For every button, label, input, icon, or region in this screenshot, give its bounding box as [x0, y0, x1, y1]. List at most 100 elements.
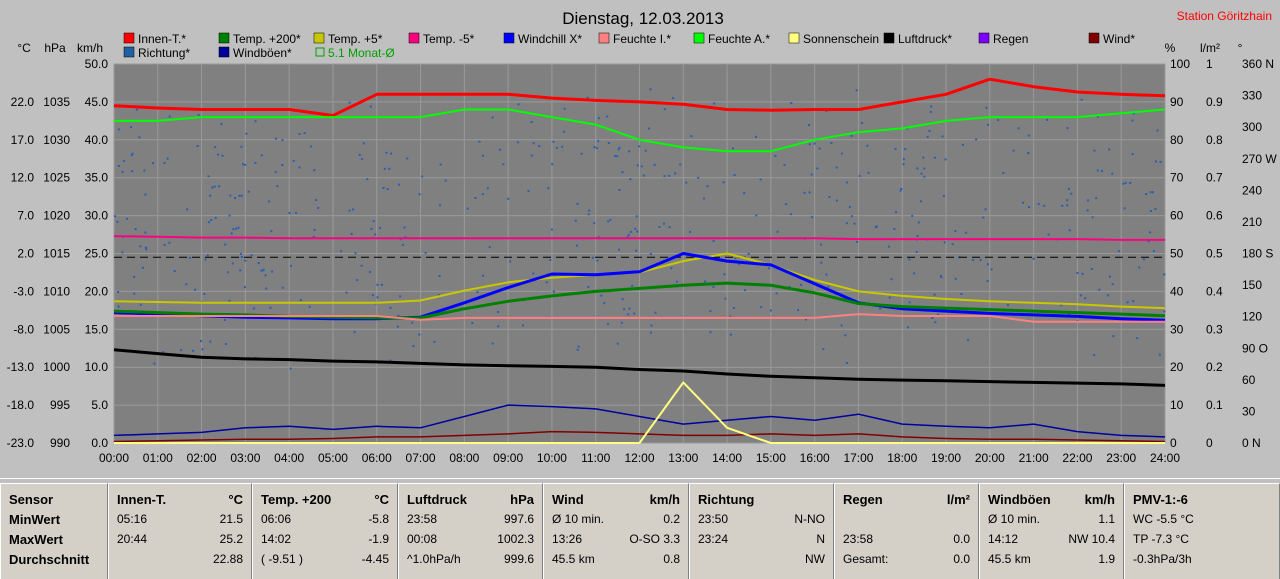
direction-point: [444, 179, 447, 182]
direction-point: [844, 334, 847, 337]
direction-point: [1022, 201, 1024, 204]
direction-point: [234, 197, 236, 199]
direction-point: [139, 303, 142, 306]
direction-point: [114, 215, 117, 218]
direction-point: [275, 137, 277, 140]
direction-point: [628, 150, 631, 153]
temp-tick-label: 2.0: [17, 247, 34, 261]
direction-point: [835, 166, 838, 169]
direction-point: [1047, 233, 1050, 236]
time-tick-label: 05:00: [318, 451, 348, 465]
humidity-tick-label: 50: [1170, 247, 1184, 261]
direction-point: [649, 253, 652, 255]
direction-point: [972, 259, 975, 261]
direction-point: [609, 218, 612, 221]
direction-point: [850, 215, 853, 218]
direction-point: [820, 261, 823, 264]
direction-point: [507, 197, 510, 200]
direction-point: [252, 307, 255, 310]
stats-cell-value: 22.88: [212, 552, 243, 566]
direction-point: [538, 145, 541, 148]
direction-point: [679, 163, 682, 166]
stats-cell-label: ^1.0hPa/h: [407, 552, 461, 566]
direction-point: [1043, 204, 1046, 207]
direction-point: [517, 103, 520, 106]
direction-point: [310, 145, 313, 148]
direction-point: [633, 312, 636, 315]
stats-panel-header: Innen-T. °C: [109, 490, 251, 509]
direction-point: [231, 262, 234, 265]
direction-point: [689, 230, 691, 233]
direction-point: [295, 211, 298, 214]
stats-cell-value: 0.2: [663, 512, 680, 526]
direction-point: [640, 165, 643, 168]
direction-point: [1108, 275, 1111, 278]
stats-cell-value: -5.8: [368, 512, 389, 526]
stats-cell-label: 23:50: [698, 512, 729, 526]
stats-row: MaxWert: [1, 530, 107, 549]
temp-tick-label: -23.0: [7, 436, 35, 450]
direction-point: [471, 322, 474, 324]
stats-panel-unit: °C: [374, 492, 389, 507]
time-tick-label: 01:00: [143, 451, 173, 465]
direction-point: [210, 219, 213, 221]
direction-point: [516, 141, 519, 144]
stats-panel-header: Wind km/h: [544, 490, 688, 509]
direction-point: [1066, 204, 1069, 207]
stats-row: 23:50 N-NO: [690, 510, 833, 529]
direction-point: [576, 348, 579, 351]
legend-swatch: [123, 32, 135, 44]
direction-point: [260, 269, 263, 272]
stats-cell-label: 14:12: [988, 532, 1019, 546]
direction-point: [1066, 127, 1069, 130]
stats-panel-header: Temp. +200 °C: [253, 490, 397, 509]
direction-point: [577, 345, 580, 348]
direction-point: [635, 215, 638, 218]
direction-point: [668, 226, 671, 229]
direction-tick-label: 360 N: [1242, 57, 1274, 71]
series-line: [114, 381, 1165, 444]
direction-point: [623, 308, 625, 311]
temp-tick-label: -13.0: [7, 360, 35, 374]
direction-point: [144, 231, 147, 234]
humidity-tick-label: 0: [1170, 436, 1177, 450]
direction-point: [545, 281, 548, 284]
direction-point: [1163, 310, 1166, 313]
direction-point: [1060, 304, 1063, 307]
direction-point: [269, 306, 272, 309]
direction-point: [861, 121, 863, 124]
direction-point: [204, 258, 207, 261]
direction-point: [774, 154, 777, 157]
stats-panel-header: Windböen km/h: [980, 490, 1123, 509]
direction-point: [922, 156, 925, 159]
direction-point: [271, 270, 274, 273]
direction-point: [593, 222, 596, 225]
direction-point: [406, 157, 409, 160]
direction-point: [532, 142, 535, 145]
direction-point: [1149, 191, 1152, 194]
direction-point: [240, 252, 242, 255]
direction-point: [587, 213, 590, 216]
direction-point: [1017, 127, 1020, 130]
direction-point: [879, 307, 882, 310]
direction-point: [954, 230, 957, 232]
direction-point: [654, 311, 657, 314]
direction-point: [1095, 197, 1098, 200]
time-tick-label: 19:00: [931, 451, 961, 465]
wind-tick-label: 15.0: [85, 322, 109, 336]
direction-point: [629, 230, 632, 233]
direction-point: [674, 172, 677, 175]
rain-tick-label: 0.4: [1206, 284, 1223, 298]
direction-point: [626, 236, 629, 238]
direction-point: [130, 154, 133, 157]
direction-point: [340, 250, 343, 253]
legend-label: Feuchte A.*: [708, 32, 770, 46]
stats-cell-label: -0.3hPa/3h: [1133, 552, 1192, 566]
direction-point: [904, 148, 907, 151]
direction-point: [923, 175, 926, 178]
direction-point: [828, 196, 831, 198]
direction-point: [401, 243, 404, 246]
stats-cell-label: 06:06: [261, 512, 292, 526]
direction-point: [597, 140, 600, 143]
direction-point: [850, 134, 853, 137]
